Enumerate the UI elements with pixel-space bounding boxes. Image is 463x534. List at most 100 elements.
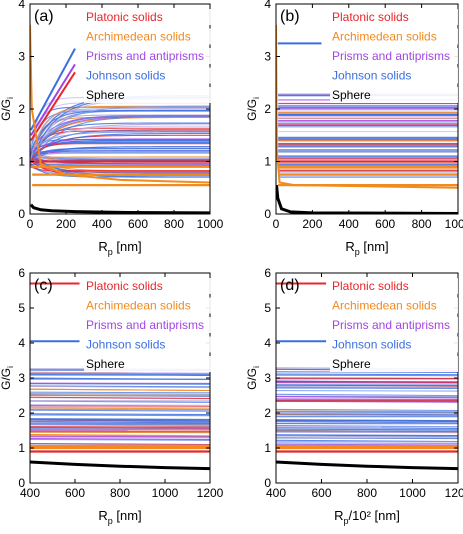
y-tick-label: 4 [264, 0, 271, 11]
curve-bundle-line [30, 437, 210, 441]
curve-bundle-line [276, 434, 458, 437]
x-tick-label: 800 [164, 217, 184, 231]
y-tick-label: 0 [18, 476, 25, 490]
legend-bg [84, 336, 212, 353]
panel-d: 400 600 800 1000 1200 0 1 2 3 4 5 6 Rp/10² [nm] G/Gi (… [245, 266, 463, 526]
x-tick-label: 1200 [197, 486, 224, 500]
curve-bundle-line [30, 138, 210, 155]
curve-bundle-line [30, 108, 210, 163]
x-tick-label: 600 [375, 217, 395, 231]
x-tick-label: 0 [27, 217, 34, 231]
panel-b: 0 200 400 600 800 1000 0 1 2 3 4 Rp [nm] G/Gi (b) Plat… [245, 0, 463, 257]
curve-bundle-line [30, 385, 210, 389]
curve-bundle-line [30, 420, 210, 423]
curve-bundle-line [276, 437, 458, 440]
curve-bundle-line [30, 146, 210, 159]
curve-bundle-line [276, 395, 458, 398]
legend-bg [330, 48, 458, 64]
x-tick-label: 800 [412, 217, 432, 231]
legend-bg [330, 67, 458, 84]
curve-bundle-line [30, 396, 210, 400]
plot-area [30, 24, 210, 214]
legend-bg [84, 317, 212, 333]
x-axis-label: Rp [nm] [98, 508, 141, 526]
y-tick-label: 5 [264, 301, 271, 315]
y-axis-label: G/Gi [245, 97, 261, 121]
y-tick-label: 2 [18, 406, 25, 420]
x-tick-label: 800 [357, 486, 377, 500]
curve-bundle-line [276, 396, 458, 399]
legend-bg [330, 317, 458, 333]
legend-entry: Archimedean solids [332, 30, 437, 44]
curve-bundle-line [276, 393, 458, 397]
legend-entry: Platonic solids [332, 279, 409, 293]
series-line [276, 184, 458, 214]
y-tick-label: 4 [18, 0, 25, 11]
legend-entry: Johnson solids [332, 338, 411, 352]
curve-bundle-line [30, 413, 210, 416]
legend-bg [84, 28, 212, 45]
y-tick-label: 0 [264, 207, 271, 221]
series-line [30, 63, 76, 136]
legend-bg [330, 278, 458, 294]
curve-bundle-line [276, 435, 458, 438]
curve-bundle-line [276, 440, 458, 443]
curve-bundle-line [30, 434, 210, 437]
x-tick-label: 600 [65, 486, 85, 500]
legend-entry: Platonic solids [332, 10, 409, 24]
x-tick-label: 200 [302, 217, 322, 231]
y-tick-label: 3 [264, 371, 271, 385]
legend-entry: Johnson solids [86, 338, 165, 352]
y-tick-label: 1 [264, 155, 271, 169]
curve-bundle-line [276, 411, 458, 413]
legend-bg [330, 336, 458, 353]
curve-bundle-line [30, 105, 210, 162]
x-tick-label: 1000 [197, 217, 224, 231]
x-tick-label: 400 [266, 486, 286, 500]
x-tick-label: 600 [128, 217, 148, 231]
x-tick-label: 600 [311, 486, 331, 500]
plot-area [276, 282, 458, 471]
y-tick-label: 2 [264, 406, 271, 420]
y-tick-label: 6 [18, 266, 25, 280]
legend-entry: Sphere [332, 357, 371, 371]
legend-entry: Archimedean solids [332, 299, 437, 313]
y-tick-label: 5 [18, 301, 25, 315]
curve-bundle-line [276, 428, 458, 431]
curve-bundle-line [30, 114, 210, 167]
y-tick-label: 0 [264, 476, 271, 490]
y-tick-label: 2 [264, 102, 271, 116]
legend-bg [84, 87, 212, 103]
curve-bundle-line [276, 371, 458, 373]
series-line [30, 24, 210, 184]
legend-bg [84, 356, 212, 372]
panel-label: (a) [34, 8, 54, 25]
x-axis-label: Rp [nm] [98, 239, 141, 257]
legend-entry: Archimedean solids [86, 30, 191, 44]
curve-bundle-line [30, 403, 210, 406]
x-tick-label: 1000 [399, 486, 426, 500]
x-axis-label: Rp [nm] [345, 239, 388, 257]
legend-bg [330, 297, 458, 314]
curve-bundle-line [276, 410, 458, 413]
x-tick-label: 1000 [445, 217, 463, 231]
curve-bundle-line [30, 419, 210, 422]
curve-bundle-line [276, 373, 458, 376]
curve-bundle-line [30, 435, 210, 438]
y-tick-label: 1 [18, 155, 25, 169]
curve-bundle-line [276, 443, 458, 446]
series-line [30, 71, 76, 142]
curve-bundle-line [30, 148, 210, 163]
curve-bundle-line [30, 131, 210, 153]
legend-entry: Prisms and antiprisms [332, 49, 450, 63]
legend-bg [330, 356, 458, 372]
curve-bundle-line [30, 426, 210, 429]
legend-entry: Johnson solids [86, 69, 165, 83]
series-line [30, 48, 76, 131]
panel-a: 0 200 400 600 800 1000 0 1 2 3 4 Rp [nm] G/Gi (a) Plat… [0, 0, 224, 257]
y-tick-label: 1 [18, 441, 25, 455]
legend-bg [84, 278, 212, 294]
plot-area [30, 282, 210, 471]
series-line [30, 460, 210, 471]
curve-bundle-line [30, 442, 210, 446]
